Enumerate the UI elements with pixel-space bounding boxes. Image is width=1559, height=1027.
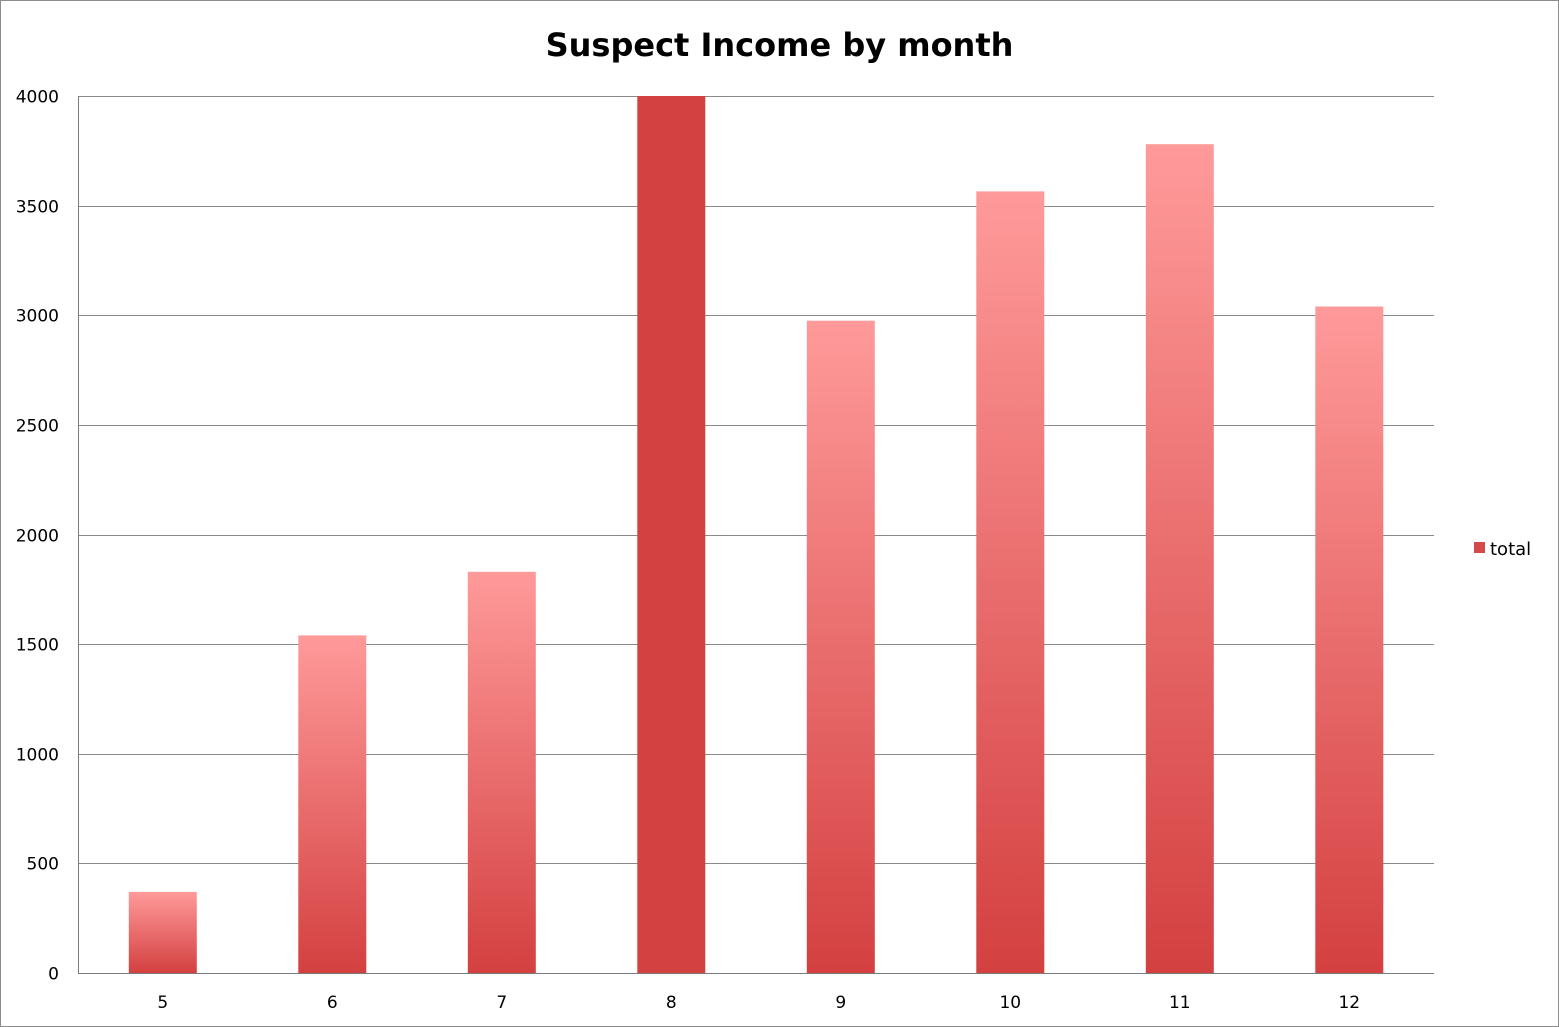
bar-8 (637, 96, 706, 973)
y-tick-label-3000: 3000 (16, 307, 59, 327)
y-tick-label-2000: 2000 (16, 527, 59, 547)
x-tick-label-6: 6 (327, 993, 338, 1013)
x-axis-ticks: 5 6 7 8 9 10 11 12 (157, 993, 1360, 1013)
y-tick-label-1500: 1500 (16, 636, 59, 656)
y-axis-ticks: 0 500 1000 1500 2000 2500 3000 3500 4000 (16, 88, 59, 985)
axes (78, 96, 1434, 974)
legend: total (1474, 539, 1531, 560)
y-tick-label-2500: 2500 (16, 417, 59, 437)
legend-swatch-total (1474, 542, 1485, 553)
y-tick-label-3500: 3500 (16, 198, 59, 218)
x-tick-label-12: 12 (1338, 993, 1360, 1013)
bar-11 (1145, 144, 1214, 973)
x-tick-label-7: 7 (496, 993, 507, 1013)
y-tick-label-0: 0 (48, 965, 59, 985)
bars (128, 96, 1384, 973)
bar-6 (298, 635, 367, 973)
bar-12 (1315, 306, 1384, 973)
x-tick-label-10: 10 (999, 993, 1021, 1013)
gridlines (78, 96, 1434, 864)
x-tick-label-9: 9 (835, 993, 846, 1013)
y-tick-label-500: 500 (27, 855, 59, 875)
legend-label-total: total (1490, 539, 1531, 560)
bar-7 (467, 571, 536, 973)
bar-9 (806, 320, 875, 973)
x-tick-label-5: 5 (157, 993, 168, 1013)
y-tick-label-4000: 4000 (16, 88, 59, 108)
bar-10 (976, 191, 1045, 973)
chart-title: Suspect Income by month (545, 26, 1014, 64)
x-tick-label-8: 8 (666, 993, 677, 1013)
bar-5 (128, 891, 197, 973)
y-tick-label-1000: 1000 (16, 746, 59, 766)
x-tick-label-11: 11 (1169, 993, 1191, 1013)
